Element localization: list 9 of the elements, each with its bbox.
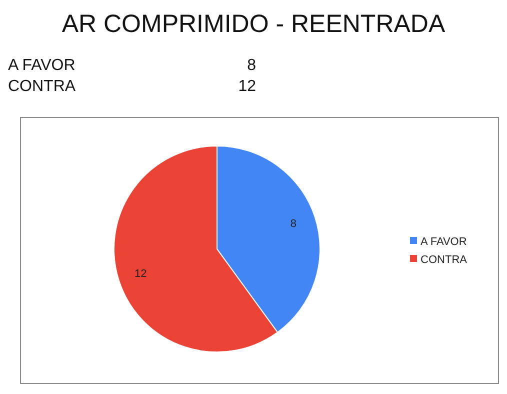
data-label: 8 — [247, 57, 256, 75]
data-label: 12 — [134, 268, 147, 280]
text: 12 — [238, 78, 256, 96]
category-label: CONTRA — [8, 78, 76, 95]
legend-label: CONTRA — [420, 254, 467, 266]
text: 8 — [290, 218, 296, 230]
chart-title: AR COMPRIMIDO - REENTRADA — [60, 10, 446, 39]
category-label: A FAVOR — [8, 57, 76, 74]
legend-label: A FAVOR — [420, 236, 467, 248]
